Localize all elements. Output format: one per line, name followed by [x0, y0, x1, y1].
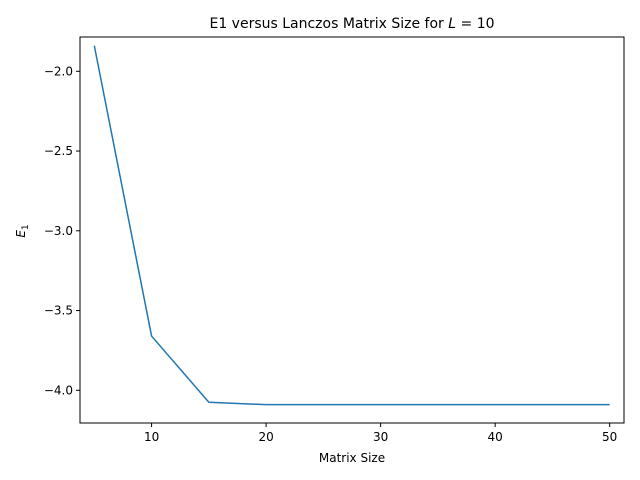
series-line-0 [93, 45, 610, 406]
plot-area [93, 45, 610, 406]
chart-title: E1 versus Lanczos Matrix Size for L = 10 [209, 16, 494, 32]
x-tick-label: 20 [258, 430, 273, 444]
x-axis-label: Matrix Size [319, 451, 385, 465]
y-tick-label: −2.0 [44, 64, 73, 78]
y-tick-label: −3.5 [44, 304, 73, 318]
x-tick-label: 40 [488, 430, 503, 444]
y-tick-label: −2.5 [44, 144, 73, 158]
x-tick-label: 50 [602, 430, 617, 444]
x-axis-ticks: 10 20 30 40 50 [144, 423, 617, 444]
x-tick-label: 30 [373, 430, 388, 444]
y-tick-label: −3.0 [44, 224, 73, 238]
plot-frame [79, 36, 625, 424]
y-axis-ticks: −2.0 −2.5 −3.0 −3.5 −4.0 [44, 64, 80, 397]
y-tick-label: −4.0 [44, 383, 73, 397]
y-axis-label: E1 [14, 224, 31, 237]
x-tick-label: 10 [144, 430, 159, 444]
